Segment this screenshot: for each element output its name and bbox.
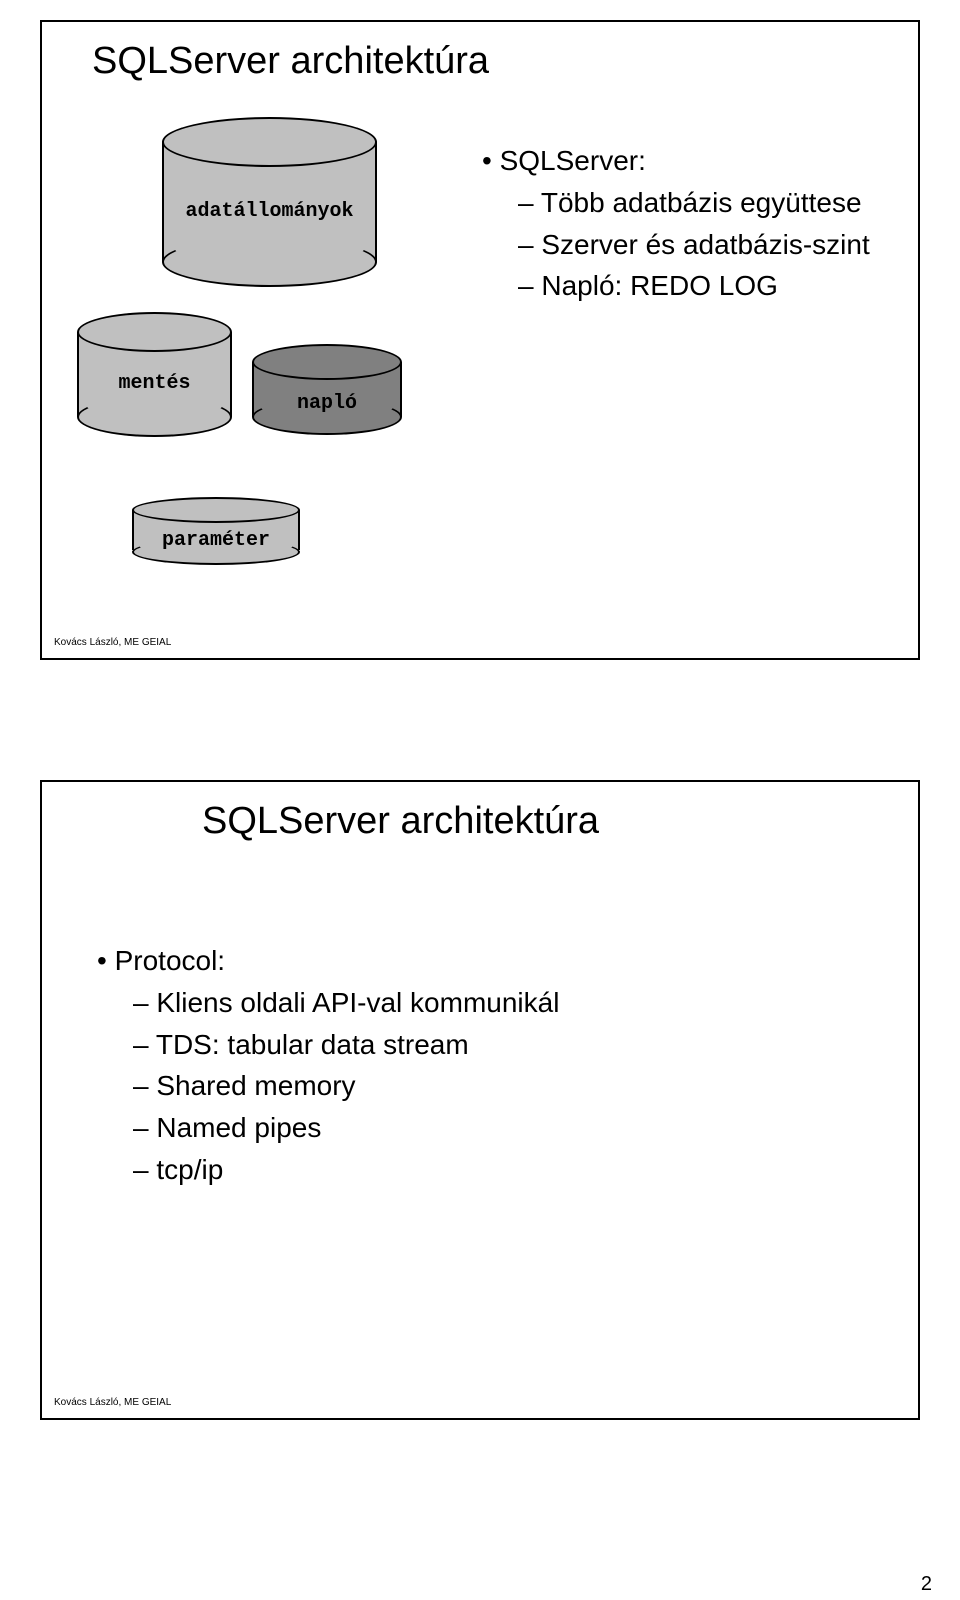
bullet-l2: Shared memory [133,1067,877,1105]
bullet-l1: SQLServer: [482,142,902,180]
slide2-title: SQLServer architektúra [202,800,599,843]
bullet-l2: Szerver és adatbázis-szint [518,226,902,264]
slide2-bullets: Protocol: Kliens oldali API-val kommunik… [97,942,877,1193]
bullet-l2: TDS: tabular data stream [133,1026,877,1064]
slide1-title: SQLServer architektúra [92,40,489,83]
cylinder-label: napló [252,394,402,414]
bullet-l2: Több adatbázis együttese [518,184,902,222]
cylinder-bottom [77,397,232,437]
footer-credit: Kovács László, ME GEIAL [54,637,171,648]
cylinder-bottom [162,237,377,287]
bullet-l1: Protocol: [97,942,877,980]
cylinder-top [77,312,232,352]
cylinder-top [252,344,402,380]
footer-credit: Kovács László, ME GEIAL [54,1397,171,1408]
page: SQLServer architektúra adatállományok me… [0,0,960,1600]
bullet-l2: Kliens oldali API-val kommunikál [133,984,877,1022]
cylinder-parameter: paraméter [132,497,300,572]
cylinder-top [132,497,300,523]
cylinder-label: adatállományok [162,202,377,222]
page-number: 2 [921,1573,932,1596]
cylinder-mentes: mentés [77,312,232,442]
cylinder-adatallomanyok: adatállományok [162,117,377,287]
cylinder-label: mentés [77,374,232,394]
cylinder-label: paraméter [132,531,300,551]
cylinder-naplo: napló [252,344,402,439]
cylinder-top [162,117,377,167]
slide-1: SQLServer architektúra adatállományok me… [40,20,920,660]
slide1-bullets: SQLServer: Több adatbázis együttese Szer… [482,142,902,309]
bullet-l2: Napló: REDO LOG [518,267,902,305]
slide-2: SQLServer architektúra Protocol: Kliens … [40,780,920,1420]
bullet-l2: tcp/ip [133,1151,877,1189]
bullet-l2: Named pipes [133,1109,877,1147]
